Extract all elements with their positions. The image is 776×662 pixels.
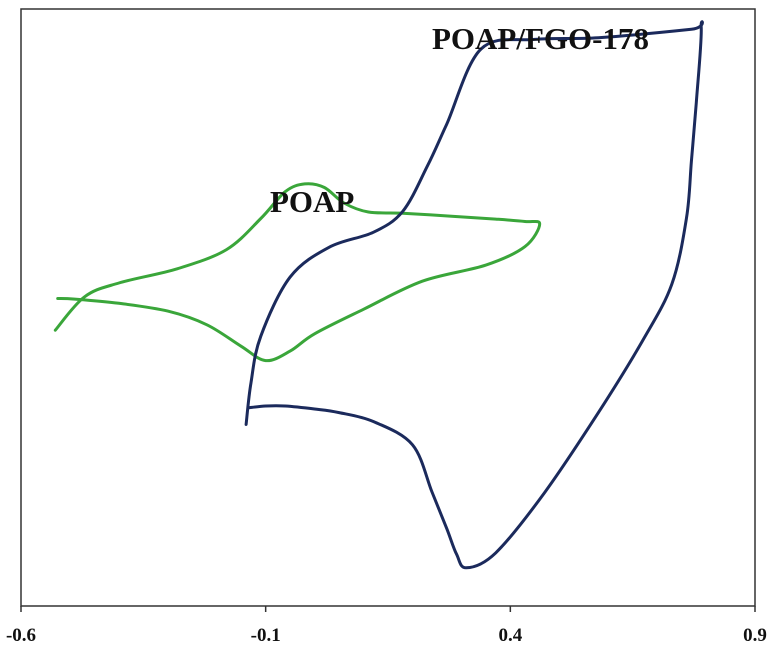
series-line-poap-fgo-178 [244, 20, 704, 570]
series-label-poap: POAP [270, 184, 354, 219]
x-tick-label: 0.9 [743, 625, 767, 646]
x-axis: -0.6 -0.1 0.4 0.9 [6, 606, 767, 646]
plot-area-border [20, 8, 756, 607]
series-label-poap-fgo-178: POAP/FGO-178 [432, 21, 649, 56]
series-layer [53, 20, 704, 570]
series-line-poap [53, 182, 542, 363]
x-tick-label: -0.1 [251, 625, 281, 646]
x-tick-label: -0.6 [6, 625, 36, 646]
x-tick-label: 0.4 [498, 625, 522, 646]
